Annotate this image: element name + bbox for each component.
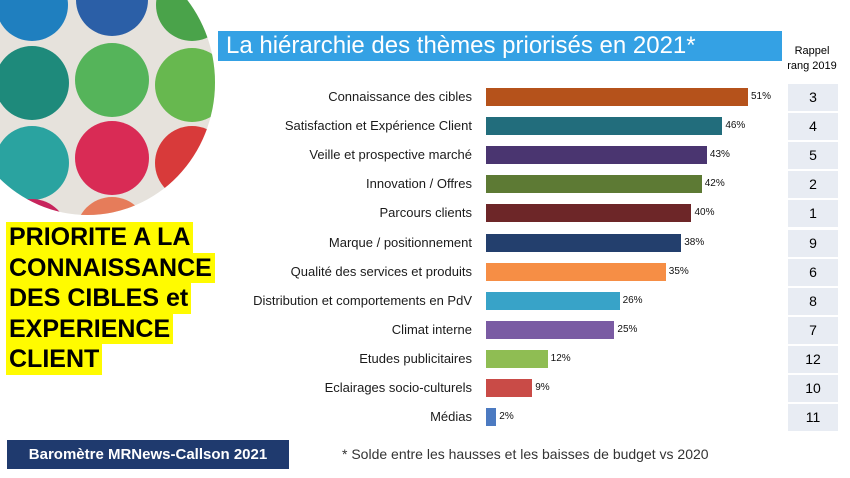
rank-2019-cell: 12	[788, 345, 838, 373]
rank-2019-header-line: rang 2019	[787, 60, 837, 72]
rank-2019-header: Rappel rang 2019	[786, 44, 838, 74]
watercolor-palette-image	[0, 0, 215, 215]
headline-line: CLIENT	[6, 344, 103, 375]
headline-line: EXPERIENCE	[6, 313, 174, 344]
value-label: 43%	[709, 149, 730, 161]
headline-line: DES CIBLES et	[6, 283, 192, 314]
value-label: 38%	[684, 236, 705, 248]
bar	[486, 262, 666, 281]
rank-2019-cell: 5	[788, 142, 838, 170]
category-label: Eclairages socio-culturels	[324, 380, 472, 395]
value-label: 35%	[668, 265, 689, 277]
rank-2019-cell: 2	[788, 171, 838, 199]
rank-2019-cell: 11	[788, 404, 838, 432]
rank-2019-cell: 3	[788, 84, 838, 111]
bar	[486, 88, 748, 106]
category-label: Parcours clients	[379, 205, 472, 221]
value-label: 2%	[499, 411, 514, 423]
value-label: 42%	[704, 178, 725, 190]
value-label: 51%	[751, 91, 772, 102]
bar	[486, 349, 548, 368]
value-label: 12%	[550, 352, 571, 364]
value-label: 26%	[622, 294, 643, 306]
headline: PRIORITE A LA CONNAISSANCE DES CIBLES et…	[6, 222, 231, 375]
bar	[486, 291, 620, 310]
rank-2019-cell: 9	[788, 229, 838, 257]
rank-2019-header-line: Rappel	[794, 45, 830, 57]
source-label: Baromètre MRNews-Callson 2021	[7, 440, 289, 469]
value-label: 25%	[617, 323, 638, 335]
headline-line: PRIORITE A LA	[6, 222, 194, 253]
bar	[486, 379, 533, 397]
bar	[486, 146, 707, 165]
category-label: Etudes publicitaires	[359, 350, 472, 366]
bar	[486, 175, 702, 194]
value-label: 46%	[725, 120, 746, 132]
rank-2019-cell: 8	[788, 287, 838, 315]
footnote: * Solde entre les hausses et les baisses…	[342, 446, 709, 462]
category-label: Médias	[430, 409, 472, 425]
bar	[486, 408, 497, 427]
rank-2019-cell: 4	[788, 113, 838, 141]
chart-title: La hiérarchie des thèmes priorisés en 20…	[218, 31, 782, 61]
category-label: Connaissance des cibles	[328, 89, 472, 104]
bar	[486, 320, 615, 339]
category-label: Marque / positionnement	[328, 234, 472, 250]
rank-2019-cell: 1	[788, 200, 838, 228]
bar	[486, 204, 692, 223]
value-label: 40%	[694, 207, 715, 219]
category-label: Innovation / Offres	[366, 176, 472, 192]
rank-2019-cell: 6	[788, 258, 838, 286]
value-label: 9%	[535, 382, 550, 393]
category-label: Distribution et comportements en PdV	[253, 292, 472, 308]
category-label: Satisfaction et Expérience Client	[284, 118, 472, 134]
bar	[486, 117, 723, 136]
rank-2019-cell: 10	[788, 375, 838, 402]
category-label: Qualité des services et produits	[290, 263, 472, 279]
category-label: Climat interne	[391, 321, 472, 337]
headline-line: CONNAISSANCE	[6, 252, 215, 283]
category-label: Veille et prospective marché	[309, 147, 472, 163]
bar	[486, 233, 682, 252]
rank-2019-cell: 7	[788, 316, 838, 344]
